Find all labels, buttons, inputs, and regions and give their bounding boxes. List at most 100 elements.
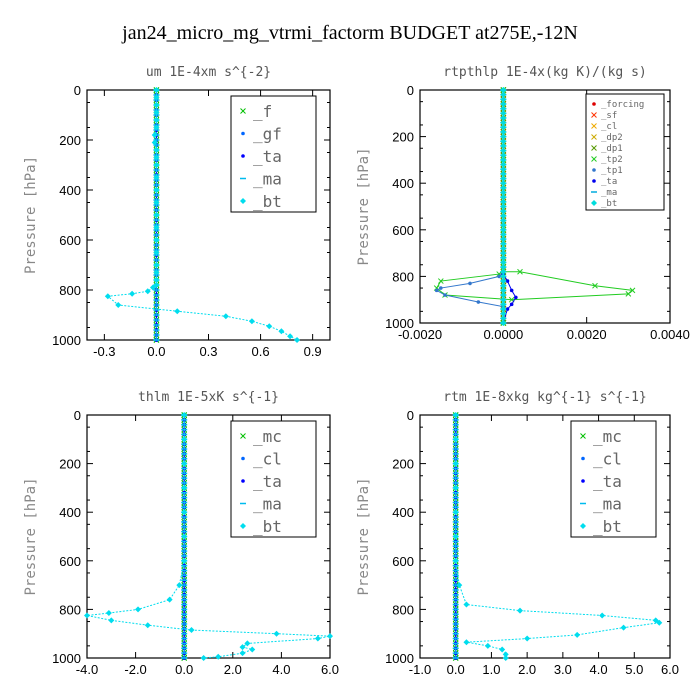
data-point [188,627,195,634]
x-tick-label: -0.3 [93,344,115,359]
data-point [468,281,472,286]
legend-marker-b [591,145,597,151]
data-point [115,302,122,308]
data-point [129,290,136,297]
data-point [656,619,663,626]
data-point [500,310,507,317]
y-tick-label: 0 [407,83,414,98]
data-point [434,288,439,293]
legend-label: _tp1 [601,166,623,176]
data-point [151,132,158,138]
x-tick-label: -1.0 [409,662,431,677]
data-point [524,635,531,642]
data-point [452,557,459,564]
legend-label: _dp1 [601,144,623,154]
data-point [500,189,507,196]
axes-frame [86,414,331,659]
data-point [500,128,507,135]
data-point [500,282,507,289]
data-point [452,460,459,467]
data-point-b [508,296,515,303]
data-point [500,231,507,238]
legend: _forcing_sf_cl_dp2_dp1_tp2_tp1_ta_ma_bt [585,93,665,211]
data-point [500,124,507,131]
y-tick-label: 600 [392,223,414,238]
data-point [500,287,507,294]
y-tick-label: 800 [59,283,81,298]
legend-marker [580,523,586,529]
legend-marker-b [240,108,246,114]
y-tick-label: 1000 [52,333,81,348]
y-tick-label: 800 [392,269,414,284]
x-tick-label: -0.0020 [398,327,442,342]
panel-4: rtm 1E-8xkg kg^{-1} s^{-1} Pressure [hPa]… [356,390,679,677]
data-point [452,533,459,540]
data-point-b [629,287,636,294]
data-point [463,601,470,608]
x-tick-label: 0.0 [447,662,465,677]
data-point [500,138,507,145]
x-tick-label: 0.0 [175,662,193,677]
data-point [84,612,90,619]
data-point [153,117,160,123]
data-point [174,308,181,315]
data-point [500,222,507,229]
legend-marker [241,456,245,461]
y-tick-label: 200 [392,130,414,145]
y-tick-label: 200 [59,133,81,148]
data-point [153,109,160,116]
data-point [500,236,507,243]
data-point [294,337,301,343]
y-tick-label: 800 [392,602,414,617]
x-tick-label: 4.0 [590,662,608,677]
legend-label: _ma [253,170,282,189]
legend-marker [581,479,585,483]
data-point [500,245,507,252]
panel-title: rtm 1E-8xkg kg^{-1} s^{-1} [443,390,647,405]
x-tick-label: 4.0 [272,662,290,677]
data-point [153,94,160,101]
data-point [153,199,160,206]
x-tick-label: 0.0040 [650,327,690,342]
y-tick-label: 1000 [385,651,414,666]
series-line [435,90,504,323]
axes-frame [419,89,671,324]
legend-marker [592,179,596,183]
data-point [500,301,507,308]
data-point-b [592,282,598,289]
data-point [222,313,229,320]
data-point [108,617,115,624]
y-axis-label: Pressure [hPa] [23,477,39,595]
data-point [266,323,273,330]
legend-label: _f [253,102,272,121]
legend-marker [241,154,245,158]
legend-box [570,420,657,538]
data-point [278,328,285,335]
data-point [181,460,188,467]
x-tick-label: 0.3 [199,344,217,359]
legend-label: _mc [593,427,622,446]
data-point [181,412,188,418]
legend-marker [241,479,245,483]
data-point [500,87,507,93]
legend-marker-b [591,112,597,118]
legend-label: _ma [253,495,282,514]
legend-label: _dp2 [601,133,623,143]
legend-label: _ta [253,472,282,491]
legend-label: _ta [253,147,282,166]
data-point [248,318,255,325]
x-tick-label: 1.0 [482,662,500,677]
x-tick-label: 6.0 [321,662,339,677]
data-point [153,262,160,268]
data-point [500,96,507,103]
legend-label: _sf [601,111,617,121]
data-point [500,91,507,98]
data-point [153,237,160,243]
legend-label: _bt [253,192,282,211]
legend-marker [581,456,585,461]
y-tick-label: 0 [407,408,414,423]
data-point [517,607,523,614]
legend-box [230,420,317,538]
y-tick-label: 400 [59,505,81,520]
legend-label: _cl [253,450,282,469]
